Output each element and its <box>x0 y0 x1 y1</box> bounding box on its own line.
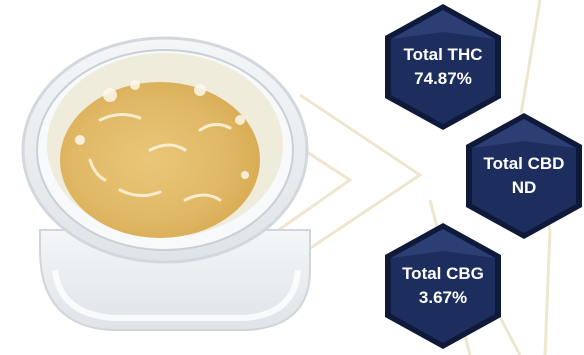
total-cbd-label: Total CBD <box>483 154 565 173</box>
total-cbg-label: Total CBG <box>402 264 484 283</box>
total-thc-badge: Total THC 74.87% <box>381 2 505 132</box>
hexagon-shape <box>385 4 501 130</box>
total-cbg-value: 3.67% <box>418 288 468 307</box>
hexagon-shape <box>466 113 582 239</box>
total-cbd-badge: Total CBD ND <box>462 111 584 241</box>
total-cbg-badge: Total CBG 3.67% <box>381 221 505 351</box>
total-cbd-value: ND <box>511 178 537 197</box>
total-thc-label: Total THC <box>403 45 483 64</box>
hexagon-shape <box>385 223 501 349</box>
product-jar-image <box>21 36 311 331</box>
total-thc-value: 74.87% <box>414 69 472 88</box>
